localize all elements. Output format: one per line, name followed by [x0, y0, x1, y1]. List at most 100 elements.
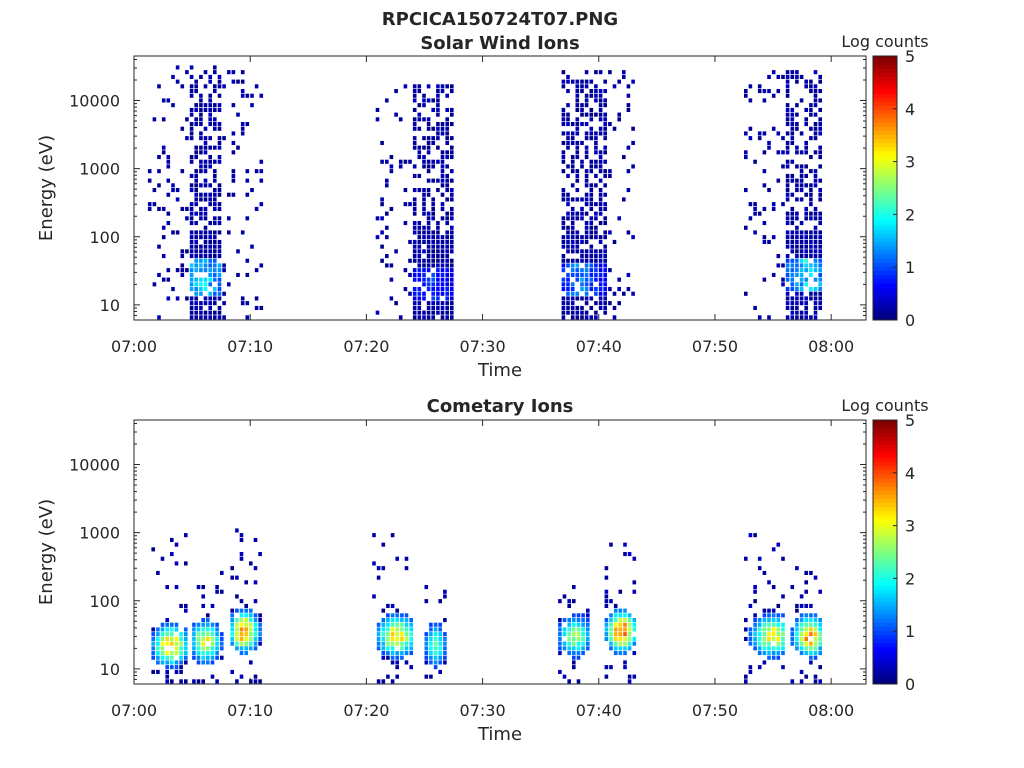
heatmap-cell — [235, 632, 239, 637]
heatmap-cell — [426, 140, 431, 145]
y-tick-label: 1000 — [79, 160, 120, 179]
heatmap-cell — [790, 641, 795, 646]
heatmap-cell — [171, 230, 175, 235]
heatmap-cell — [594, 89, 598, 94]
heatmap-cell — [776, 613, 781, 618]
colorbar-segment — [873, 626, 897, 631]
heatmap-cell — [213, 287, 217, 292]
heatmap-cell — [412, 126, 417, 131]
heatmap-cell — [799, 282, 804, 287]
heatmap-cell — [627, 618, 632, 623]
heatmap-cell — [771, 632, 776, 637]
heatmap-cell — [813, 239, 818, 244]
heatmap-cell — [594, 291, 598, 296]
heatmap-cell — [412, 197, 417, 202]
heatmap-cell — [570, 211, 575, 216]
heatmap-cell — [417, 221, 422, 226]
heatmap-cell — [626, 188, 631, 193]
heatmap-cell — [781, 646, 785, 651]
heatmap-cell — [217, 79, 222, 84]
heatmap-cell — [450, 197, 454, 202]
heatmap-cell — [179, 646, 183, 651]
heatmap-cell — [213, 145, 217, 150]
heatmap-cell — [781, 594, 785, 599]
colorbar-segment — [873, 175, 897, 181]
heatmap-cell — [566, 79, 570, 84]
heatmap-cell — [445, 122, 449, 127]
heatmap-cell — [584, 98, 589, 103]
heatmap-cell — [567, 641, 571, 646]
heatmap-cell — [395, 632, 399, 637]
heatmap-cell — [376, 622, 381, 627]
heatmap-cell — [199, 131, 203, 136]
colorbar-segment — [873, 428, 897, 433]
heatmap-cell — [818, 150, 822, 155]
heatmap-cell — [757, 646, 762, 651]
heatmap-cell — [795, 636, 799, 641]
heatmap-cell — [790, 122, 795, 127]
heatmap-cell — [184, 608, 188, 613]
heatmap-cell — [422, 117, 426, 122]
heatmap-cell — [598, 98, 603, 103]
heatmap-cell — [230, 613, 234, 618]
heatmap-cell — [203, 192, 208, 197]
heatmap-cell — [426, 315, 431, 320]
heatmap-cell — [422, 225, 426, 230]
heatmap-cell — [445, 173, 449, 178]
heatmap-cell — [199, 98, 203, 103]
heatmap-cell — [567, 618, 571, 623]
heatmap-cell — [152, 282, 157, 287]
heatmap-cell — [422, 272, 426, 277]
heatmap-cell — [818, 98, 822, 103]
heatmap-cell — [570, 310, 575, 315]
heatmap-cell — [570, 244, 575, 249]
heatmap-cell — [217, 244, 222, 249]
heatmap-cell — [795, 646, 799, 651]
heatmap-cell — [790, 140, 795, 145]
heatmap-cell — [598, 301, 603, 306]
heatmap-cell — [813, 655, 818, 660]
heatmap-cell — [580, 254, 584, 259]
heatmap-cell — [412, 291, 417, 296]
heatmap-cell — [254, 206, 259, 211]
heatmap-cell — [584, 70, 589, 75]
heatmap-cell — [436, 305, 440, 310]
heatmap-cell — [194, 221, 198, 226]
heatmap-cell — [258, 632, 262, 637]
heatmap-cell — [417, 188, 422, 193]
colorbar-segment — [873, 237, 897, 243]
heatmap-cell — [790, 192, 795, 197]
heatmap-cell — [201, 627, 205, 632]
heatmap-cell — [217, 126, 222, 131]
heatmap-cell — [213, 301, 217, 306]
heatmap-cell — [450, 315, 454, 320]
heatmap-cell — [589, 192, 594, 197]
heatmap-cell — [217, 140, 222, 145]
heatmap-cell — [230, 669, 234, 674]
heatmap-cell — [631, 79, 635, 84]
heatmap-cell — [436, 249, 440, 254]
colorbar-segment — [873, 60, 897, 65]
heatmap-cell — [566, 117, 570, 122]
heatmap-cell — [562, 618, 567, 623]
heatmap-cell — [818, 641, 822, 646]
heatmap-cell — [753, 585, 757, 590]
heatmap-cell — [790, 173, 795, 178]
heatmap-cell — [194, 310, 198, 315]
heatmap-cell — [213, 65, 217, 70]
heatmap-cell — [781, 150, 785, 155]
colorbar-segment — [873, 601, 897, 607]
heatmap-cell — [203, 263, 208, 268]
heatmap-cell — [201, 660, 205, 665]
heatmap-cell — [818, 89, 822, 94]
heatmap-cell — [753, 206, 757, 211]
heatmap-cell — [567, 636, 571, 641]
heatmap-cell — [776, 646, 781, 651]
heatmap-cell — [818, 632, 822, 637]
heatmap-cell — [450, 277, 454, 282]
heatmap-cell — [804, 173, 808, 178]
heatmap-cell — [436, 282, 440, 287]
heatmap-cell — [785, 263, 790, 268]
x-tick-label: 07:30 — [460, 701, 506, 720]
heatmap-cell — [575, 122, 580, 127]
